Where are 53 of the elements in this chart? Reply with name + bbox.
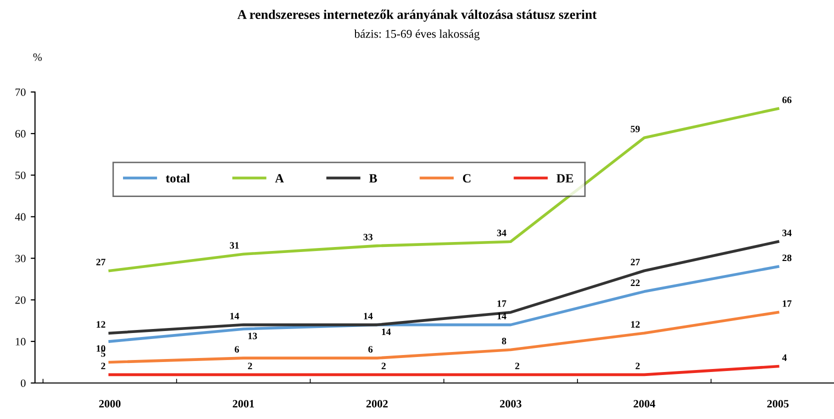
y-tick-label: 0 — [20, 379, 26, 387]
data-label: 2 — [636, 362, 640, 370]
y-tick-label: 20 — [15, 296, 26, 304]
data-label: 28 — [782, 254, 792, 262]
data-label: 17 — [782, 300, 792, 307]
x-tick-label: 2002 — [366, 400, 388, 408]
data-label: 14 — [498, 312, 506, 320]
x-tick-label: 2001 — [232, 400, 254, 408]
y-tick-label: 30 — [15, 254, 26, 262]
data-label: 66 — [782, 96, 792, 104]
chart-title: A rendszereses internetezők arányának változása státusz szerint — [237, 10, 597, 22]
y-axis-title: % — [33, 53, 42, 61]
line-series — [108, 265, 780, 343]
legend-label: total — [166, 174, 190, 183]
legend-label: A — [275, 174, 284, 182]
data-label: 31 — [230, 242, 239, 249]
data-label: 14 — [364, 312, 373, 320]
data-label: 13 — [248, 332, 257, 340]
y-tick-label: 50 — [16, 172, 26, 180]
data-label: 2 — [101, 362, 106, 370]
y-tick-label: 60 — [15, 130, 26, 138]
legend-label: C — [462, 174, 470, 183]
data-label: 34 — [497, 230, 506, 236]
y-tick-label: 70 — [16, 88, 26, 96]
data-label: 17 — [498, 300, 506, 307]
data-label: 2 — [382, 362, 386, 370]
data-label: 34 — [782, 230, 792, 236]
line-series — [108, 107, 780, 272]
chart-subtitle: bázis: 15-69 éves lakosság — [354, 30, 480, 40]
legend-label: B — [369, 174, 377, 182]
data-label: 2 — [248, 362, 252, 370]
line-series — [108, 310, 780, 364]
data-label: 6 — [368, 346, 373, 353]
data-label: 4 — [782, 354, 787, 361]
data-label: 27 — [96, 258, 106, 266]
data-label: 33 — [364, 234, 373, 240]
data-label: 14 — [382, 328, 391, 336]
data-label: 2 — [515, 362, 520, 370]
data-label: 6 — [234, 346, 239, 353]
x-tick-label: 2000 — [99, 400, 121, 408]
data-label: 22 — [630, 280, 640, 286]
x-tick-label: 2004 — [634, 400, 656, 408]
legend-label: DE — [556, 174, 574, 182]
y-tick-label: 10 — [16, 338, 26, 346]
data-label: 12 — [631, 321, 640, 328]
data-label: 8 — [502, 338, 506, 344]
x-tick-label: 2005 — [767, 400, 789, 408]
data-label: 12 — [96, 321, 106, 328]
y-tick-label: 40 — [15, 213, 26, 221]
data-label: 14 — [230, 312, 240, 320]
data-label: 59 — [630, 126, 640, 132]
data-label: 27 — [630, 258, 640, 266]
x-tick-label: 2003 — [500, 400, 522, 408]
